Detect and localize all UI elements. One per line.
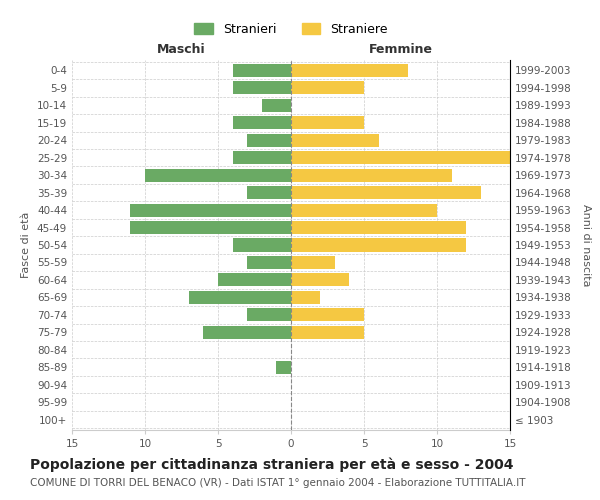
Text: COMUNE DI TORRI DEL BENACO (VR) - Dati ISTAT 1° gennaio 2004 - Elaborazione TUTT: COMUNE DI TORRI DEL BENACO (VR) - Dati I…: [30, 478, 526, 488]
Bar: [291, 291, 320, 304]
Bar: [189, 291, 291, 304]
Bar: [203, 326, 291, 339]
Legend: Stranieri, Straniere: Stranieri, Straniere: [189, 18, 393, 41]
Bar: [291, 151, 510, 164]
Bar: [247, 308, 291, 322]
Y-axis label: Fasce di età: Fasce di età: [22, 212, 31, 278]
Bar: [233, 82, 291, 94]
Text: Femmine: Femmine: [368, 42, 433, 56]
Bar: [247, 186, 291, 199]
Bar: [247, 256, 291, 269]
Bar: [233, 151, 291, 164]
Bar: [233, 238, 291, 252]
Y-axis label: Anni di nascita: Anni di nascita: [581, 204, 591, 286]
Bar: [291, 64, 408, 77]
Bar: [291, 221, 466, 234]
Bar: [291, 274, 349, 286]
Bar: [291, 134, 379, 147]
Text: Popolazione per cittadinanza straniera per età e sesso - 2004: Popolazione per cittadinanza straniera p…: [30, 458, 514, 472]
Bar: [218, 274, 291, 286]
Bar: [291, 204, 437, 216]
Bar: [233, 64, 291, 77]
Bar: [277, 360, 291, 374]
Bar: [247, 134, 291, 147]
Bar: [130, 204, 291, 216]
Bar: [291, 186, 481, 199]
Bar: [291, 168, 452, 181]
Bar: [291, 238, 466, 252]
Bar: [291, 82, 364, 94]
Bar: [130, 221, 291, 234]
Bar: [291, 256, 335, 269]
Bar: [233, 116, 291, 130]
Bar: [262, 99, 291, 112]
Bar: [145, 168, 291, 181]
Text: Maschi: Maschi: [157, 42, 206, 56]
Bar: [291, 308, 364, 322]
Bar: [291, 116, 364, 130]
Bar: [291, 326, 364, 339]
